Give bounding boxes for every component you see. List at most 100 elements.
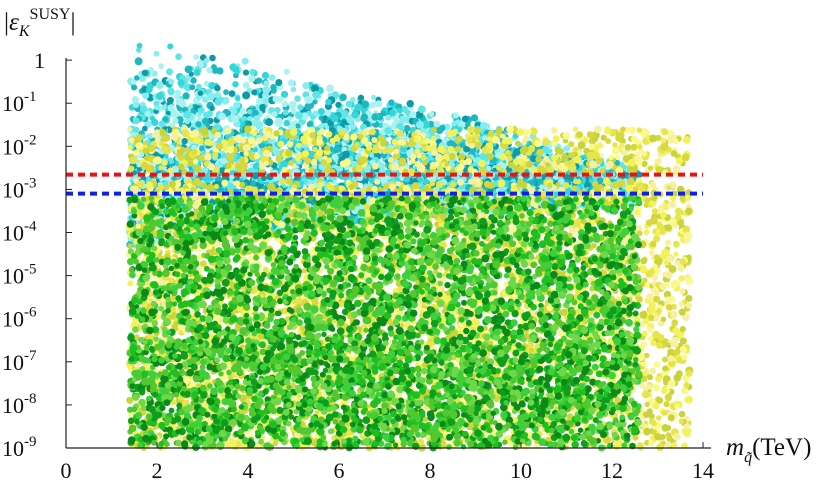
scatter-point <box>351 111 359 119</box>
scatter-point <box>207 117 214 125</box>
scatter-point <box>345 100 353 108</box>
scatter-point <box>149 115 156 122</box>
scatter-point <box>371 113 379 121</box>
scatter-point <box>232 81 239 88</box>
scatter-point <box>295 123 301 129</box>
scatter-point <box>161 104 167 110</box>
scatter-points <box>125 42 694 452</box>
scatter-point <box>193 54 200 60</box>
scatter-point <box>384 127 392 135</box>
scatter-point <box>341 118 347 125</box>
scatter-point <box>389 109 397 117</box>
scatter-point <box>263 80 270 87</box>
scatter-point <box>416 120 424 129</box>
scatter-point <box>439 124 446 132</box>
scatter-point <box>326 84 334 93</box>
scatter-point <box>133 117 140 125</box>
scatter-point <box>223 89 229 95</box>
scatter-point <box>233 101 241 109</box>
scatter-point <box>174 89 182 97</box>
scatter-point <box>175 53 182 60</box>
scatter-point <box>256 97 263 105</box>
scatter-point <box>167 104 175 112</box>
scatter-point <box>360 116 366 122</box>
scatter-point <box>197 107 204 114</box>
scatter-point <box>250 180 257 186</box>
scatter-point <box>406 100 414 108</box>
scatter-point <box>331 153 339 161</box>
scatter-point <box>342 150 350 159</box>
scatter-point <box>184 65 193 74</box>
scatter-point <box>200 150 207 157</box>
scatter-point <box>290 86 297 93</box>
scatter-point <box>241 57 249 65</box>
scatter-point <box>210 64 217 71</box>
scatter-point <box>418 105 426 114</box>
scatter-point <box>346 116 354 124</box>
scatter-point <box>341 109 349 118</box>
scatter-point <box>228 90 236 97</box>
scatter-point <box>207 92 216 101</box>
scatter-point <box>144 120 152 128</box>
scatter-point <box>283 68 290 75</box>
scatter-point <box>276 96 283 103</box>
scatter-point <box>261 71 270 80</box>
scatter-point <box>247 109 253 115</box>
scatter-point <box>388 99 395 106</box>
scatter-point <box>433 120 441 128</box>
scatter-point <box>255 123 262 130</box>
scatter-point <box>369 101 376 109</box>
scatter-point <box>371 94 377 100</box>
scatter-point <box>157 173 163 179</box>
scatter-point <box>166 68 173 76</box>
scatter-point <box>242 69 250 76</box>
scatter-point <box>428 111 435 117</box>
scatter-point <box>482 135 488 141</box>
scatter-point <box>282 109 289 116</box>
scatter-point <box>172 117 179 124</box>
scatter-point <box>242 81 250 89</box>
scatter-point <box>317 108 325 115</box>
scatter-point <box>166 96 174 104</box>
scatter-point <box>461 115 469 123</box>
scatter-point <box>255 77 263 84</box>
scatter-point <box>131 96 139 104</box>
scatter-point <box>349 123 357 130</box>
scatter-point <box>312 90 321 99</box>
scatter-point <box>142 92 150 100</box>
scatter-point <box>179 101 186 108</box>
scatter-point <box>322 115 328 121</box>
scatter-point <box>218 96 224 103</box>
scatter-point <box>168 78 175 85</box>
scatter-point <box>636 171 643 178</box>
scatter-point <box>155 81 164 89</box>
scatter-point <box>281 100 288 108</box>
scatter-point <box>231 115 239 123</box>
scatter-point <box>480 121 488 129</box>
scatter-point <box>209 54 216 62</box>
scatter-point <box>275 120 282 128</box>
scatter-point <box>312 99 318 105</box>
scatter-point <box>201 96 209 103</box>
scatter-point <box>375 100 383 108</box>
scatter-point <box>195 121 202 128</box>
scatter-point <box>253 115 261 122</box>
scatter-point <box>330 114 339 123</box>
scatter-point <box>249 68 256 76</box>
scatter-point <box>335 101 342 108</box>
scatter-point <box>513 148 521 156</box>
scatter-point <box>539 184 545 190</box>
scatter-point <box>197 61 204 68</box>
scatter-point <box>542 146 550 154</box>
scatter-point <box>361 100 370 109</box>
scatter-point <box>183 83 192 92</box>
scatter-point <box>139 75 147 82</box>
scatter-point <box>280 90 289 98</box>
scatter-point <box>140 105 148 113</box>
scatter-point <box>446 140 453 147</box>
scatter-point <box>294 95 301 102</box>
scatter-point <box>234 69 240 75</box>
scatter-point <box>158 120 166 128</box>
scatter-point <box>154 104 161 111</box>
scatter-point <box>155 92 164 100</box>
